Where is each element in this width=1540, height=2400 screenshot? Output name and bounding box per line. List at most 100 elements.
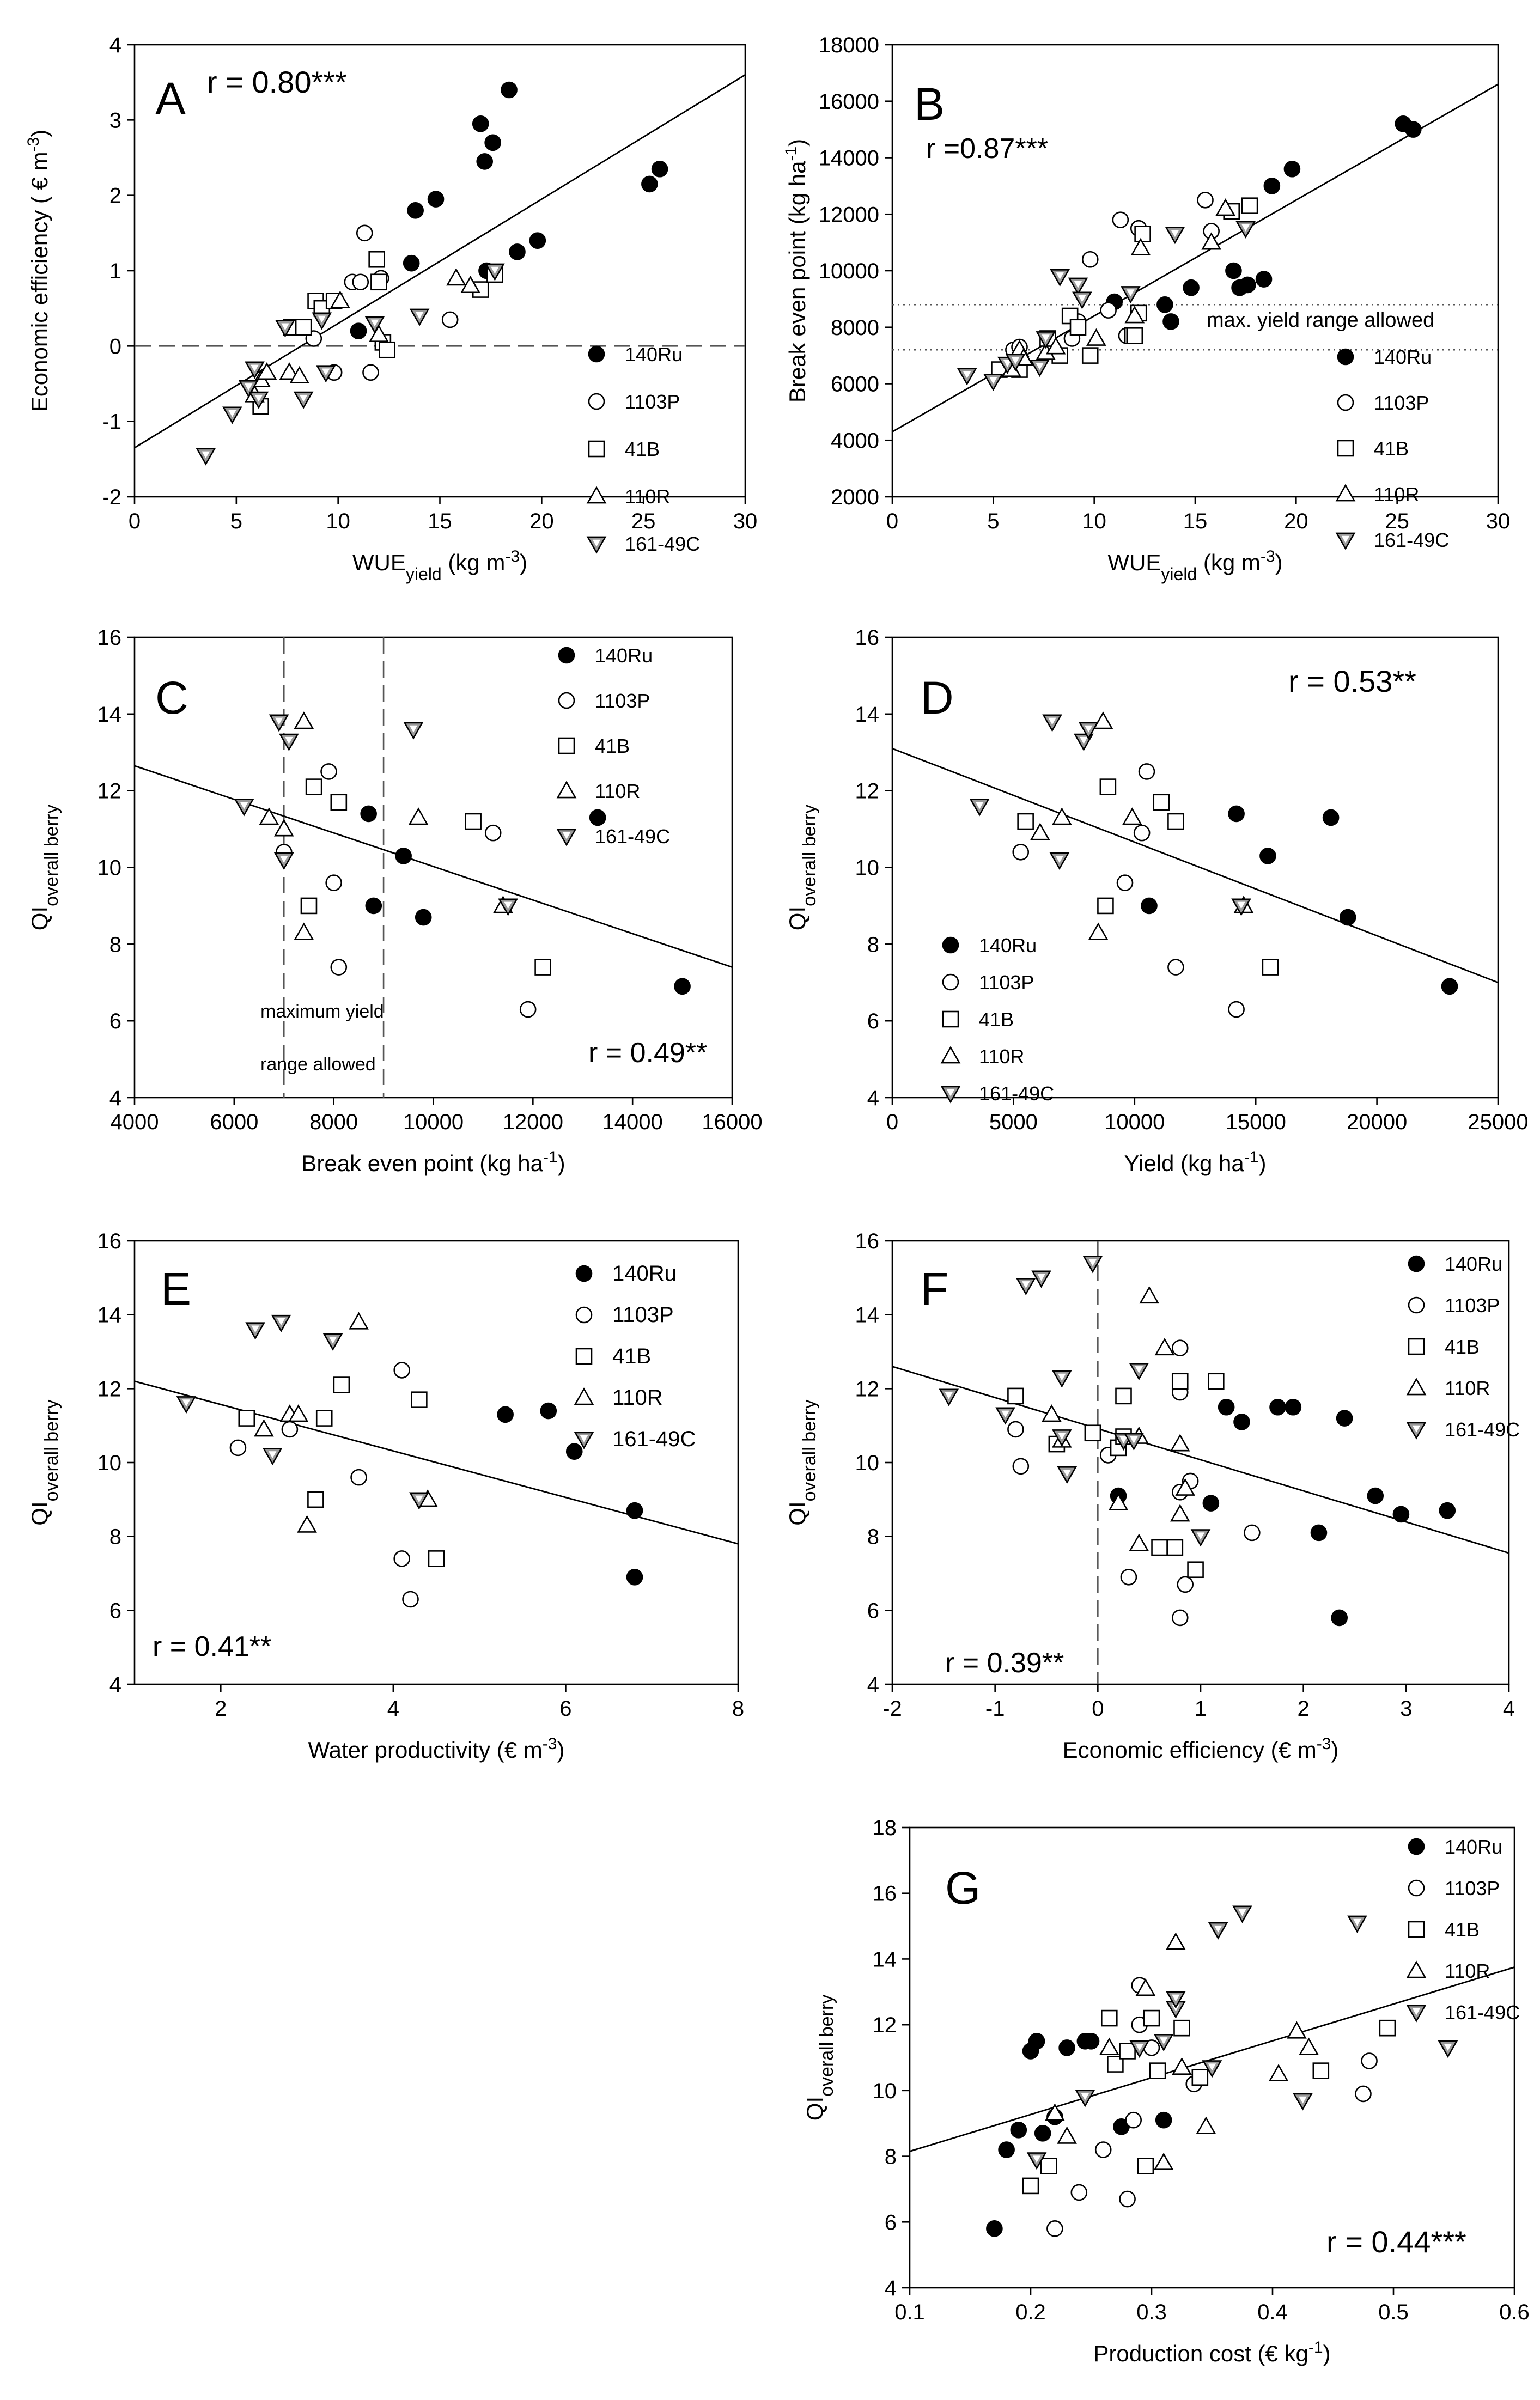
legend-label: 1103P xyxy=(1445,1877,1500,1899)
data-point xyxy=(1367,1487,1384,1504)
data-point xyxy=(1259,848,1276,864)
x-tick-label: -1 xyxy=(985,1697,1005,1721)
series-161-49C xyxy=(1026,1905,1458,2170)
y-tick-label: 10 xyxy=(855,1451,880,1475)
data-point xyxy=(1129,1533,1149,1551)
data-point xyxy=(288,1404,309,1422)
series-161-49C xyxy=(196,263,505,466)
data-point xyxy=(1255,271,1273,288)
legend-label: 140Ru xyxy=(1445,1836,1502,1858)
data-point xyxy=(350,1469,367,1486)
series-140Ru xyxy=(1141,805,1458,995)
data-point xyxy=(1244,1524,1261,1542)
series-161-49C xyxy=(957,221,1256,392)
y-tick-label: 4 xyxy=(109,1086,121,1110)
legend-marker xyxy=(1408,1838,1425,1855)
y-tick-label: 2 xyxy=(109,184,121,208)
data-point xyxy=(1094,2141,1112,2158)
data-point xyxy=(484,134,501,151)
series-161-49C xyxy=(234,714,518,916)
series-140Ru xyxy=(986,2033,1172,2237)
data-point xyxy=(465,813,482,830)
data-point xyxy=(289,366,310,384)
data-point xyxy=(1042,1404,1062,1422)
data-point xyxy=(1331,1609,1348,1627)
data-point xyxy=(305,778,322,795)
data-point xyxy=(1196,2116,1216,2134)
data-point xyxy=(294,711,314,729)
legend-marker xyxy=(588,393,605,410)
data-point xyxy=(300,897,318,915)
data-point xyxy=(273,819,294,837)
data-point xyxy=(1124,306,1145,324)
y-tick-label: 18 xyxy=(873,1816,897,1840)
data-point xyxy=(1134,226,1151,242)
plot-frame xyxy=(133,44,746,498)
data-point xyxy=(1177,1576,1194,1593)
y-tick-label: 18000 xyxy=(819,33,879,57)
data-point xyxy=(1112,211,1129,228)
y-tick-label: 6 xyxy=(885,2210,897,2234)
data-point xyxy=(1126,327,1143,344)
data-point xyxy=(1122,807,1142,825)
plot-frame xyxy=(891,44,1499,498)
data-point xyxy=(1172,2057,1192,2075)
vline-label: maximum yield xyxy=(260,1001,384,1022)
data-point xyxy=(1086,328,1106,346)
data-point xyxy=(1022,2177,1039,2195)
data-point xyxy=(1149,2062,1166,2079)
data-point xyxy=(1139,1286,1160,1304)
x-tick-label: 5 xyxy=(230,509,242,533)
series-161-49C xyxy=(969,714,1251,916)
data-point xyxy=(1108,1493,1129,1510)
y-tick-label: 3 xyxy=(109,108,121,132)
correlation-annotation: r = 0.39** xyxy=(945,1647,1064,1679)
x-tick-label: 20 xyxy=(529,509,554,533)
series-161-49C xyxy=(939,1256,1211,1547)
series-110R xyxy=(1042,1286,1196,1551)
x-tick-label: 15 xyxy=(1183,509,1208,533)
data-point xyxy=(1241,197,1258,214)
legend-marker xyxy=(942,973,959,991)
y-tick-label: 4 xyxy=(109,1673,121,1697)
data-point xyxy=(362,364,379,381)
x-tick-label: 6000 xyxy=(210,1110,258,1134)
legend-label: 41B xyxy=(1445,1336,1480,1358)
legend-marker xyxy=(586,486,607,504)
data-point xyxy=(315,1410,333,1427)
series-110R xyxy=(1045,1932,1319,2171)
data-point xyxy=(1439,1502,1456,1519)
legend-label: 110R xyxy=(595,780,640,802)
legend-marker xyxy=(1408,1338,1425,1355)
data-point xyxy=(1166,1932,1186,1950)
data-point xyxy=(1263,178,1281,194)
data-point xyxy=(330,290,350,308)
x-tick-label: 15000 xyxy=(1226,1110,1286,1134)
data-point xyxy=(589,809,606,826)
data-point xyxy=(349,1312,369,1330)
panel-C: 4000 6000 8000 10000 12000 14000 16000 4 6 8 10 12 1… xyxy=(27,626,763,1176)
x-tick-label: 0 xyxy=(886,1110,898,1134)
data-point xyxy=(1082,2033,1100,2050)
data-point xyxy=(1093,711,1113,729)
data-point xyxy=(1151,1539,1168,1556)
data-point xyxy=(1228,805,1245,823)
x-tick-label: 0 xyxy=(129,509,141,533)
data-point xyxy=(1183,279,1200,296)
correlation-annotation: r = 0.44*** xyxy=(1326,2225,1466,2259)
legend-marker xyxy=(574,1387,594,1405)
data-point xyxy=(295,319,312,336)
data-point xyxy=(279,362,300,380)
data-point xyxy=(1187,1561,1204,1579)
data-point xyxy=(1269,1398,1286,1416)
data-point xyxy=(281,1421,299,1438)
panel-F: -2 -1 0 1 2 3 446810121416140Ru1103P41B110R161… xyxy=(784,1229,1520,1763)
series-140Ru xyxy=(1110,1398,1456,1627)
legend-label: 140Ru xyxy=(1445,1253,1502,1275)
series-161-49C xyxy=(176,1314,429,1510)
series-140Ru xyxy=(350,81,668,339)
data-point xyxy=(540,1402,557,1420)
x-axis-label: WUEyield (kg m-3) xyxy=(1107,547,1282,584)
x-axis-label: Yield (kg ha-1) xyxy=(1124,1148,1267,1177)
x-tick-label: 30 xyxy=(1486,509,1511,533)
